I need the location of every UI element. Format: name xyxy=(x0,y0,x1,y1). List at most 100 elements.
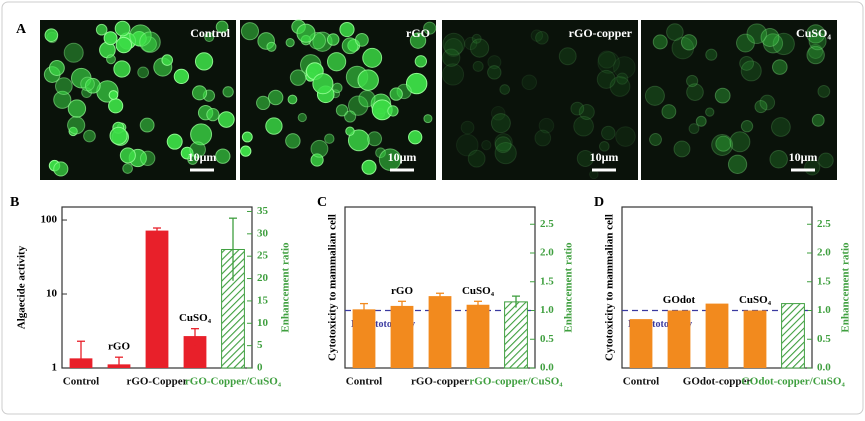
x-tick-label: rGO-Copper/CuSO₄ xyxy=(185,376,282,388)
x-tick-label: rGO-copper/CuSO₄ xyxy=(469,376,563,388)
cell xyxy=(530,29,544,42)
cell xyxy=(666,23,684,41)
cell xyxy=(596,69,616,89)
cell xyxy=(367,131,383,147)
bar-label: CuSO₄ xyxy=(462,285,495,297)
cell xyxy=(166,133,183,150)
cell xyxy=(358,90,376,108)
cell xyxy=(760,28,780,47)
cell xyxy=(494,136,512,154)
cell xyxy=(267,89,284,106)
image-title: Control xyxy=(190,26,230,40)
panel-label: D xyxy=(594,195,604,210)
y2-axis-label: Enhancement ratio xyxy=(563,242,575,333)
y2-tick-label: 10 xyxy=(257,317,269,329)
cell xyxy=(266,41,277,52)
cell xyxy=(535,31,549,45)
y2-tick-label: 1.5 xyxy=(540,275,554,287)
cell xyxy=(190,123,213,146)
cell xyxy=(285,133,301,149)
y2-tick-label: 2.0 xyxy=(817,247,831,259)
cell xyxy=(103,31,118,46)
cell xyxy=(354,32,369,47)
cell xyxy=(115,36,133,54)
cell xyxy=(578,103,595,121)
cell xyxy=(339,21,355,38)
scale-bar-label: 10μm xyxy=(388,150,417,164)
cell xyxy=(705,107,715,117)
x-tick-label: Control xyxy=(346,376,382,388)
cell xyxy=(806,24,826,44)
cell xyxy=(83,129,96,143)
y2-tick-label: 2.5 xyxy=(817,218,831,230)
y2-tick-label: 20 xyxy=(257,272,269,284)
cell xyxy=(597,51,620,74)
bar-label: GOdot xyxy=(663,294,696,306)
cell xyxy=(222,86,234,98)
image-title: CuSO₄ xyxy=(796,26,831,40)
y2-axis-label: Enhancement ratio xyxy=(280,242,292,333)
reference-label: No cytotoxicity xyxy=(628,319,692,330)
cell xyxy=(114,20,131,37)
x-tick-label: Control xyxy=(623,376,659,388)
y-tick-label: 1 xyxy=(52,362,58,374)
cell xyxy=(739,56,755,71)
cell xyxy=(53,161,69,177)
cell xyxy=(460,120,475,135)
cell xyxy=(95,23,108,36)
y2-tick-label: 1.0 xyxy=(817,304,831,316)
cell xyxy=(161,54,174,66)
cell xyxy=(113,60,131,78)
y-axis-label: Cytotoxicity to mammalian cell xyxy=(604,214,616,361)
cell xyxy=(122,163,133,174)
cell xyxy=(423,21,437,35)
cell xyxy=(570,101,585,116)
cell xyxy=(521,74,538,91)
cell xyxy=(444,37,463,57)
cell xyxy=(576,149,594,168)
cell xyxy=(680,34,698,51)
cell xyxy=(240,145,252,157)
cell xyxy=(487,65,502,80)
cell xyxy=(746,23,768,45)
cell xyxy=(499,84,511,95)
cell xyxy=(240,22,260,41)
cell xyxy=(472,60,484,72)
x-tick-label: GOdot-copper/CuSO₄ xyxy=(741,376,845,388)
cell xyxy=(109,126,128,145)
cell xyxy=(310,139,329,158)
bar xyxy=(629,319,653,368)
y-tick-label: 100 xyxy=(41,214,58,226)
x-tick-label: rGO-Copper xyxy=(126,376,187,388)
cell xyxy=(740,60,762,82)
y2-tick-label: 2.5 xyxy=(540,218,554,230)
cell xyxy=(312,73,334,95)
cell xyxy=(173,68,190,85)
cell xyxy=(705,48,718,61)
scale-bar-label: 10μm xyxy=(590,150,619,164)
cell xyxy=(538,117,555,134)
cell xyxy=(129,24,152,47)
cell xyxy=(119,147,136,164)
cell xyxy=(285,38,295,48)
cell xyxy=(137,66,150,79)
cell xyxy=(609,76,631,97)
cell xyxy=(612,56,636,79)
bar-label: CuSO₄ xyxy=(739,294,772,306)
cell xyxy=(661,104,677,119)
cell xyxy=(48,60,65,76)
bar xyxy=(183,336,207,368)
bar xyxy=(667,310,691,368)
cell xyxy=(490,106,506,121)
cell xyxy=(771,59,788,75)
scale-bar-label: 10μm xyxy=(188,150,217,164)
y-tick-label: 10 xyxy=(46,288,58,300)
cell xyxy=(598,141,610,152)
cell xyxy=(84,77,101,94)
cell xyxy=(310,153,324,167)
y-axis-label: Cytotoxicity to mammalian cell xyxy=(327,214,339,361)
bar xyxy=(352,309,376,368)
cell xyxy=(695,115,707,127)
cell xyxy=(347,95,369,116)
cell xyxy=(265,117,283,135)
